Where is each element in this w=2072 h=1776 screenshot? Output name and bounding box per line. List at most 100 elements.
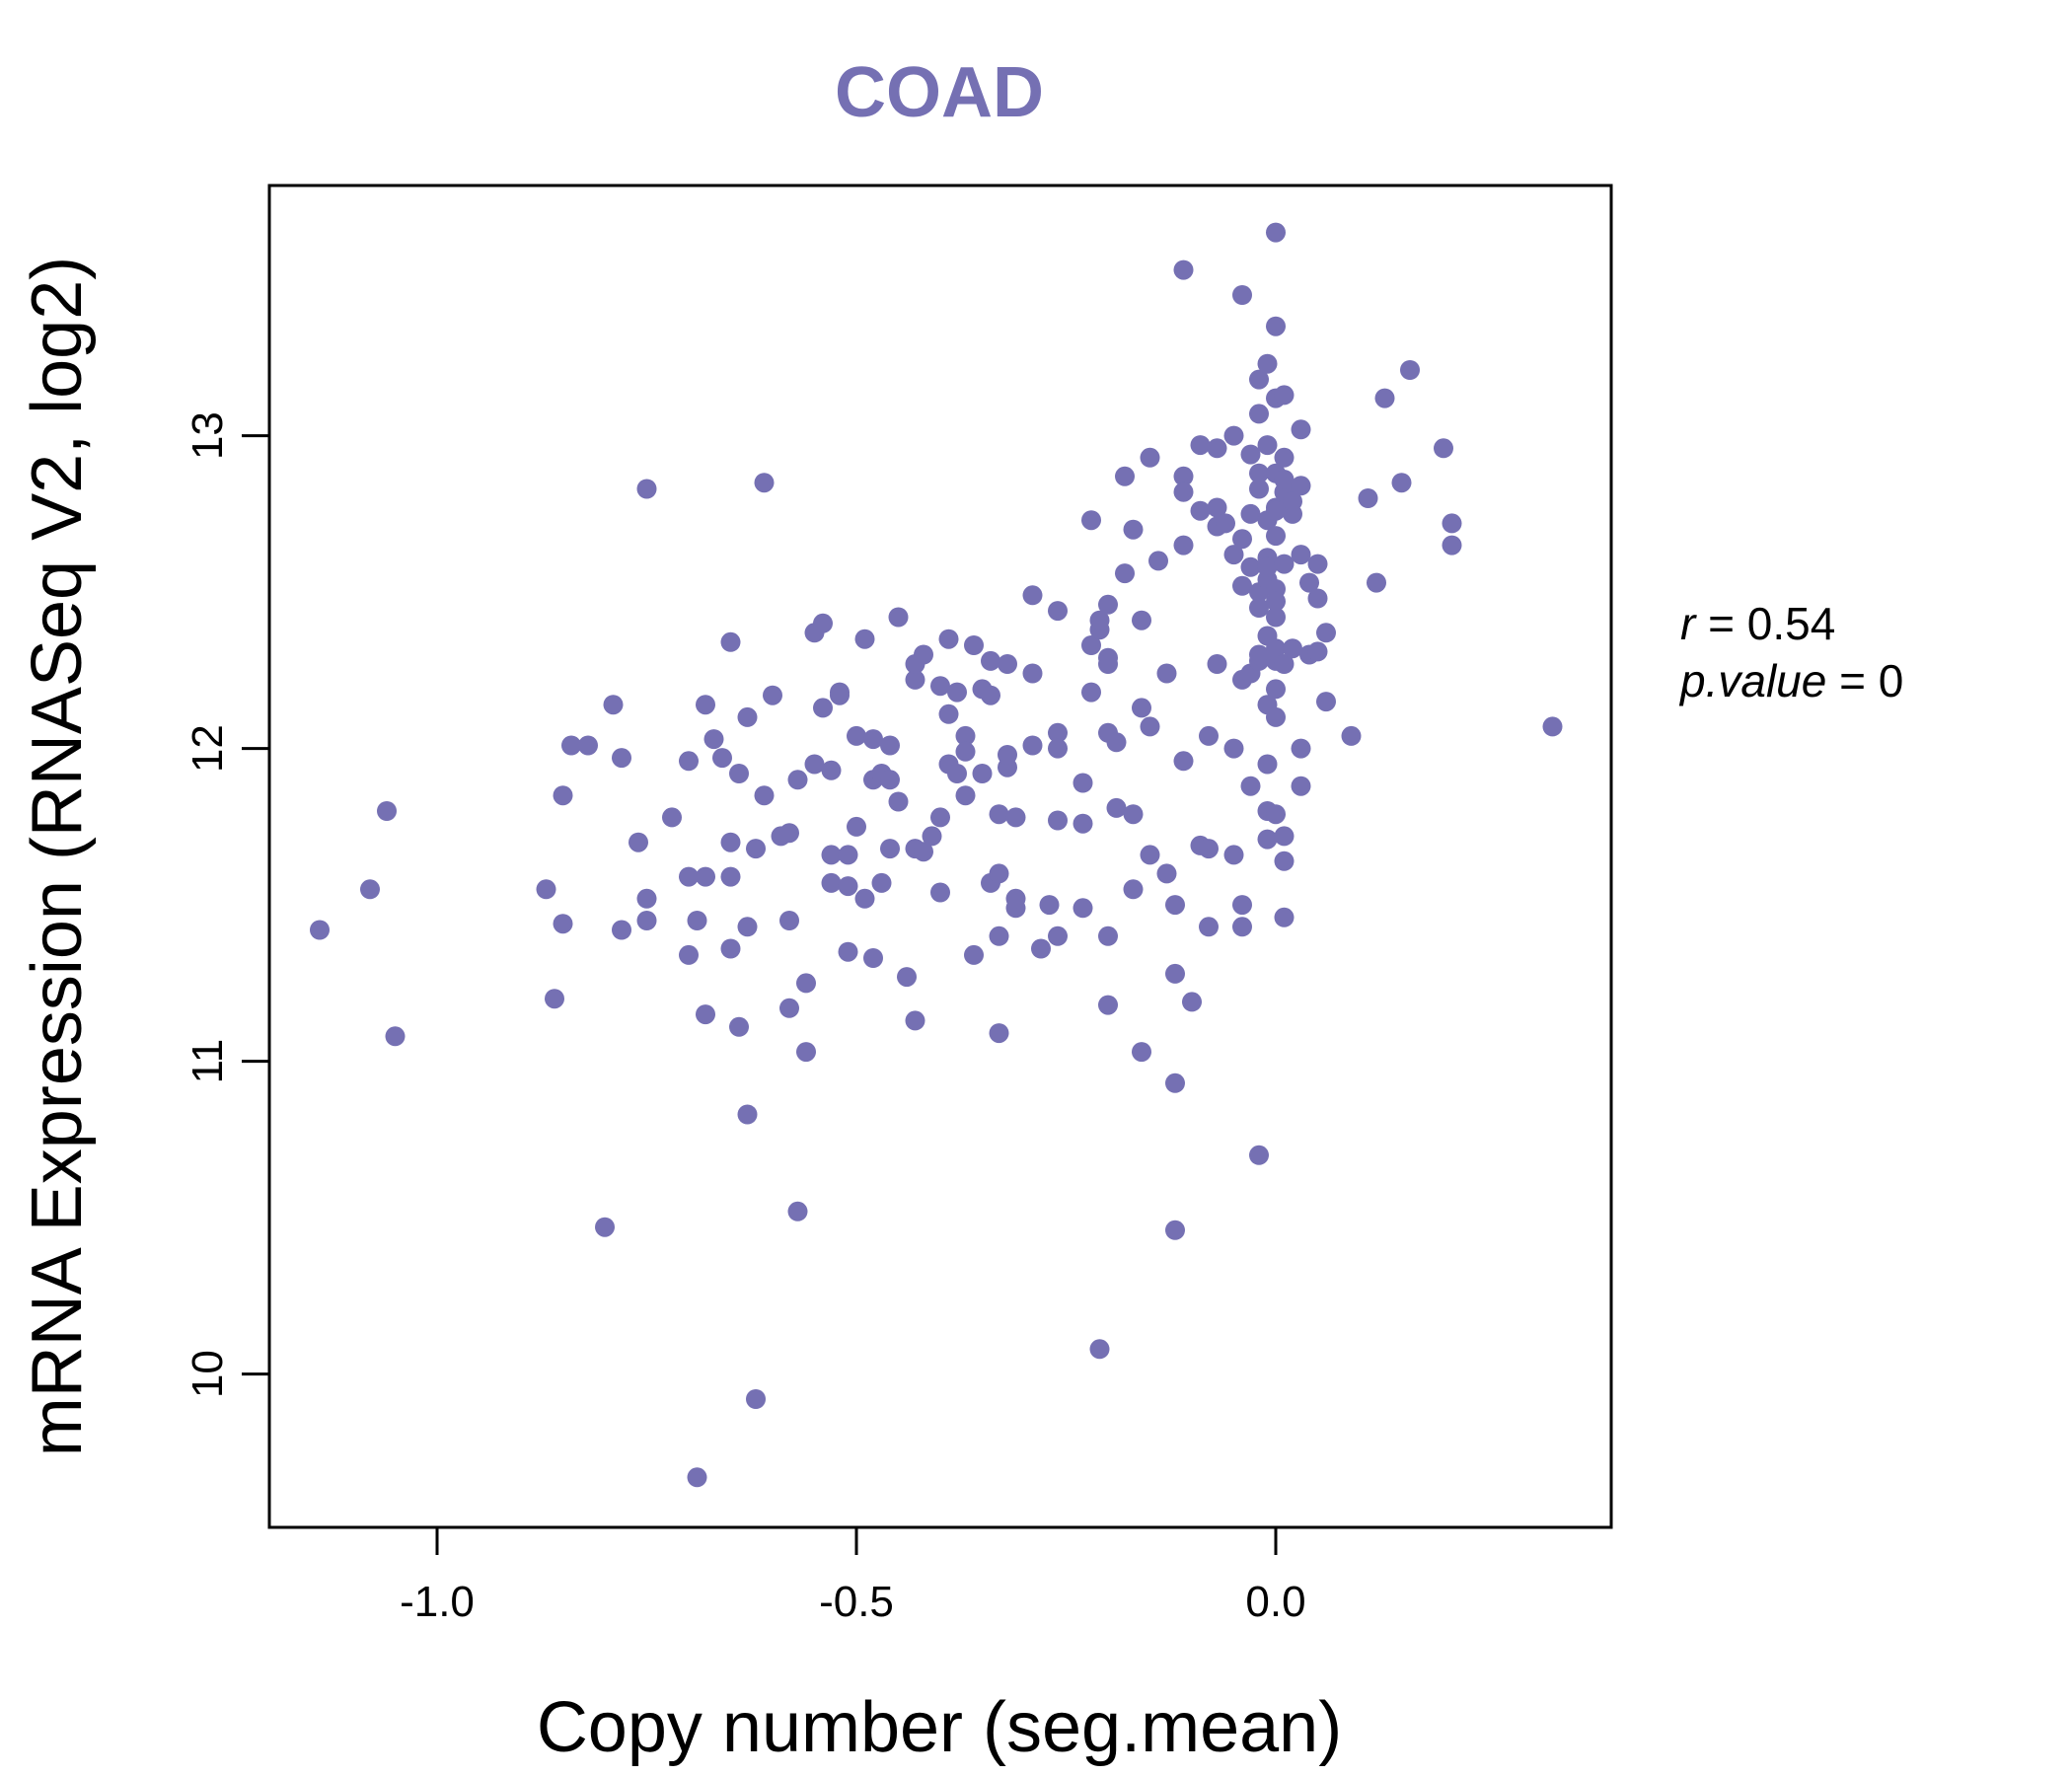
data-point bbox=[1073, 813, 1093, 834]
data-point bbox=[1207, 497, 1227, 518]
data-point bbox=[696, 866, 715, 887]
data-point bbox=[938, 629, 959, 649]
data-point bbox=[1307, 588, 1328, 609]
data-point bbox=[1274, 654, 1295, 674]
data-point bbox=[1098, 654, 1118, 674]
data-point bbox=[603, 695, 624, 715]
x-tick-label: -0.5 bbox=[819, 1578, 894, 1626]
data-point bbox=[553, 914, 573, 934]
data-point bbox=[914, 842, 933, 862]
data-point bbox=[938, 703, 959, 724]
data-point bbox=[737, 1104, 758, 1125]
data-point bbox=[989, 925, 1009, 946]
data-point bbox=[1190, 500, 1211, 521]
data-point bbox=[922, 826, 942, 847]
data-point bbox=[1081, 510, 1101, 531]
data-point bbox=[955, 785, 976, 806]
data-point bbox=[1291, 776, 1311, 796]
data-point bbox=[612, 920, 631, 940]
data-point bbox=[1132, 610, 1151, 630]
data-point bbox=[880, 839, 900, 859]
data-point bbox=[821, 760, 842, 780]
data-point bbox=[1115, 563, 1135, 584]
data-point bbox=[888, 607, 909, 628]
x-tick-label: 0.0 bbox=[1245, 1578, 1305, 1626]
data-point bbox=[1291, 419, 1311, 440]
data-point bbox=[545, 989, 564, 1009]
data-point bbox=[813, 613, 833, 633]
data-point bbox=[1156, 663, 1177, 684]
data-point bbox=[636, 479, 657, 499]
y-axis: 10 11 12 13 bbox=[184, 411, 269, 1398]
data-point bbox=[1274, 385, 1295, 406]
data-point bbox=[1048, 601, 1068, 622]
data-point bbox=[1400, 360, 1420, 380]
data-point bbox=[1022, 585, 1043, 606]
data-point bbox=[1249, 369, 1269, 390]
data-point bbox=[729, 764, 749, 783]
data-point bbox=[1223, 545, 1244, 565]
data-point bbox=[1022, 663, 1043, 684]
data-point bbox=[1249, 404, 1269, 424]
data-point bbox=[779, 998, 799, 1018]
data-point bbox=[1048, 722, 1068, 743]
data-point bbox=[1123, 879, 1144, 900]
p-value: 0 bbox=[1879, 655, 1904, 706]
data-point bbox=[1266, 706, 1286, 727]
r-equals: = bbox=[1695, 598, 1746, 649]
data-point bbox=[1274, 826, 1295, 847]
data-point bbox=[1240, 776, 1261, 796]
r-symbol: r bbox=[1680, 598, 1697, 649]
data-point bbox=[914, 644, 933, 665]
data-point bbox=[1123, 519, 1144, 540]
data-point bbox=[1081, 635, 1101, 655]
data-point bbox=[754, 785, 775, 806]
data-point bbox=[905, 1010, 925, 1031]
data-point bbox=[746, 839, 766, 859]
data-point bbox=[871, 872, 892, 893]
data-point bbox=[1299, 572, 1319, 593]
data-point bbox=[880, 770, 900, 790]
data-point bbox=[1165, 1220, 1185, 1240]
data-point bbox=[1182, 992, 1202, 1012]
data-point bbox=[1274, 554, 1295, 574]
data-point bbox=[1039, 895, 1060, 916]
correlation-annotation: r = 0.54 p.value = 0 bbox=[1678, 598, 1903, 706]
data-point bbox=[1106, 797, 1127, 818]
data-point bbox=[687, 1467, 707, 1488]
data-point bbox=[1073, 898, 1093, 919]
data-point bbox=[930, 676, 950, 697]
data-point bbox=[1358, 488, 1378, 508]
data-point bbox=[1140, 716, 1160, 737]
data-point bbox=[813, 698, 833, 718]
data-point bbox=[838, 845, 858, 865]
data-point bbox=[1240, 556, 1261, 577]
data-point bbox=[595, 1217, 615, 1237]
data-point bbox=[804, 754, 825, 775]
data-point bbox=[679, 751, 699, 772]
data-point bbox=[1274, 851, 1295, 871]
p-statistic: p.value = 0 bbox=[1678, 655, 1903, 706]
data-point bbox=[1048, 925, 1068, 946]
p-symbol: p.value bbox=[1678, 655, 1826, 706]
data-point bbox=[754, 473, 775, 493]
data-point bbox=[998, 654, 1017, 674]
data-point bbox=[1098, 925, 1118, 946]
x-tick-label: -1.0 bbox=[400, 1578, 475, 1626]
data-point bbox=[1240, 503, 1261, 524]
data-point bbox=[947, 764, 967, 783]
data-point bbox=[377, 801, 397, 821]
data-point bbox=[1089, 1339, 1110, 1360]
y-tick-label: 13 bbox=[184, 411, 232, 460]
data-point bbox=[888, 791, 909, 812]
data-point bbox=[1098, 995, 1118, 1015]
data-point bbox=[1216, 513, 1235, 534]
data-point bbox=[863, 729, 883, 750]
data-point bbox=[989, 1023, 1009, 1044]
data-point bbox=[1223, 425, 1244, 446]
data-point bbox=[854, 629, 875, 649]
data-point bbox=[703, 729, 724, 750]
plot-frame bbox=[267, 184, 1613, 1529]
data-point bbox=[720, 938, 741, 959]
data-point bbox=[1173, 751, 1194, 772]
